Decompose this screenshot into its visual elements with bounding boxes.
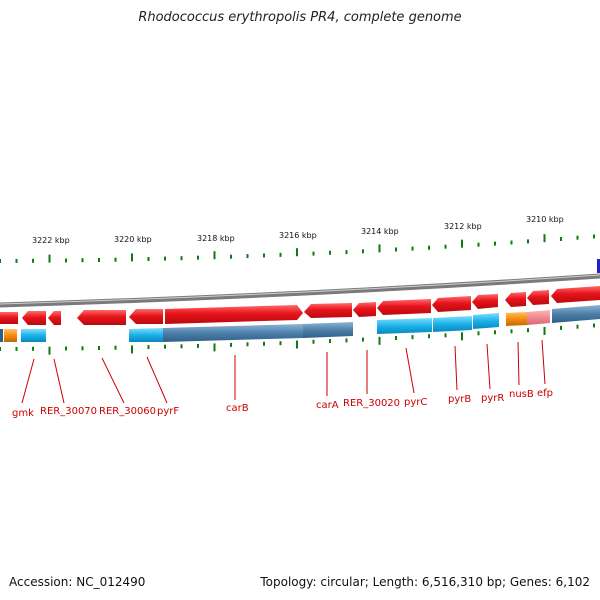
gene-label-pyrb: pyrB bbox=[448, 394, 471, 405]
outer-scale-ticks bbox=[0, 234, 595, 263]
cds-block bbox=[473, 313, 499, 329]
kbp-label: 3210 kbp bbox=[526, 215, 564, 224]
gene-label-pyrc: pyrC bbox=[404, 397, 427, 408]
cds-block bbox=[303, 322, 353, 338]
gene-arrow bbox=[48, 311, 61, 325]
cds-block bbox=[0, 329, 3, 342]
gene-label-nusb: nusB bbox=[509, 389, 534, 400]
genome-backbone bbox=[0, 273, 600, 308]
gene-arrow bbox=[472, 294, 498, 309]
gene-arrow bbox=[505, 292, 526, 307]
gene-arrow bbox=[22, 311, 46, 325]
gene-label-carb: carB bbox=[226, 403, 249, 414]
position-marker bbox=[597, 259, 600, 273]
cds-block bbox=[163, 324, 303, 342]
gene-label-pyrr: pyrR bbox=[481, 393, 504, 404]
gene-label-rer-30060: RER_30060 bbox=[99, 406, 156, 417]
kbp-label: 3218 kbp bbox=[197, 234, 235, 243]
gene-labels: gmk RER_30070 RER_30060 pyrF carB carA R… bbox=[12, 388, 553, 419]
gene-label-rer-30070: RER_30070 bbox=[40, 406, 97, 417]
gene-label-efp: efp bbox=[537, 388, 553, 399]
genome-backbone-highlight bbox=[0, 274, 600, 305]
accession-text: Accession: NC_012490 bbox=[9, 575, 146, 589]
gene-arrow bbox=[527, 290, 549, 305]
gene-track-red bbox=[0, 286, 600, 325]
gene-arrow bbox=[377, 299, 431, 315]
gene-arrow bbox=[165, 305, 303, 324]
gene-arrow bbox=[304, 303, 352, 318]
gene-label-gmk: gmk bbox=[12, 408, 34, 419]
gene-arrow bbox=[129, 309, 163, 324]
gene-label-cara: carA bbox=[316, 400, 339, 411]
kbp-label: 3212 kbp bbox=[444, 222, 482, 231]
gene-arrow bbox=[77, 310, 126, 325]
gene-label-rer-30020: RER_30020 bbox=[343, 398, 400, 409]
cds-track bbox=[0, 305, 600, 342]
kbp-label: 3220 kbp bbox=[114, 235, 152, 244]
cds-block bbox=[377, 318, 432, 334]
gene-label-pyrf: pyrF bbox=[157, 406, 179, 417]
genome-stats-text: Topology: circular; Length: 6,516,310 bp… bbox=[260, 575, 590, 589]
gene-arrow bbox=[551, 286, 600, 303]
cds-block bbox=[506, 312, 527, 326]
cds-block bbox=[129, 328, 163, 342]
inner-scale-ticks bbox=[0, 323, 595, 355]
kbp-label: 3214 kbp bbox=[361, 227, 399, 236]
kbp-labels: 3222 kbp 3220 kbp 3218 kbp 3216 kbp 3214… bbox=[32, 215, 564, 245]
cds-block bbox=[433, 316, 472, 332]
map-title: Rhodococcus erythropolis PR4, complete g… bbox=[138, 10, 462, 25]
cds-block bbox=[21, 329, 46, 342]
cds-block bbox=[527, 310, 550, 325]
gene-arrow bbox=[353, 302, 376, 317]
gene-label-leaders bbox=[21, 339, 546, 404]
cds-block bbox=[552, 305, 600, 323]
gene-arrow bbox=[8, 312, 18, 324]
cds-block bbox=[4, 329, 17, 342]
gene-arrow bbox=[432, 296, 471, 312]
kbp-label: 3222 kbp bbox=[32, 236, 70, 245]
kbp-label: 3216 kbp bbox=[279, 231, 317, 240]
